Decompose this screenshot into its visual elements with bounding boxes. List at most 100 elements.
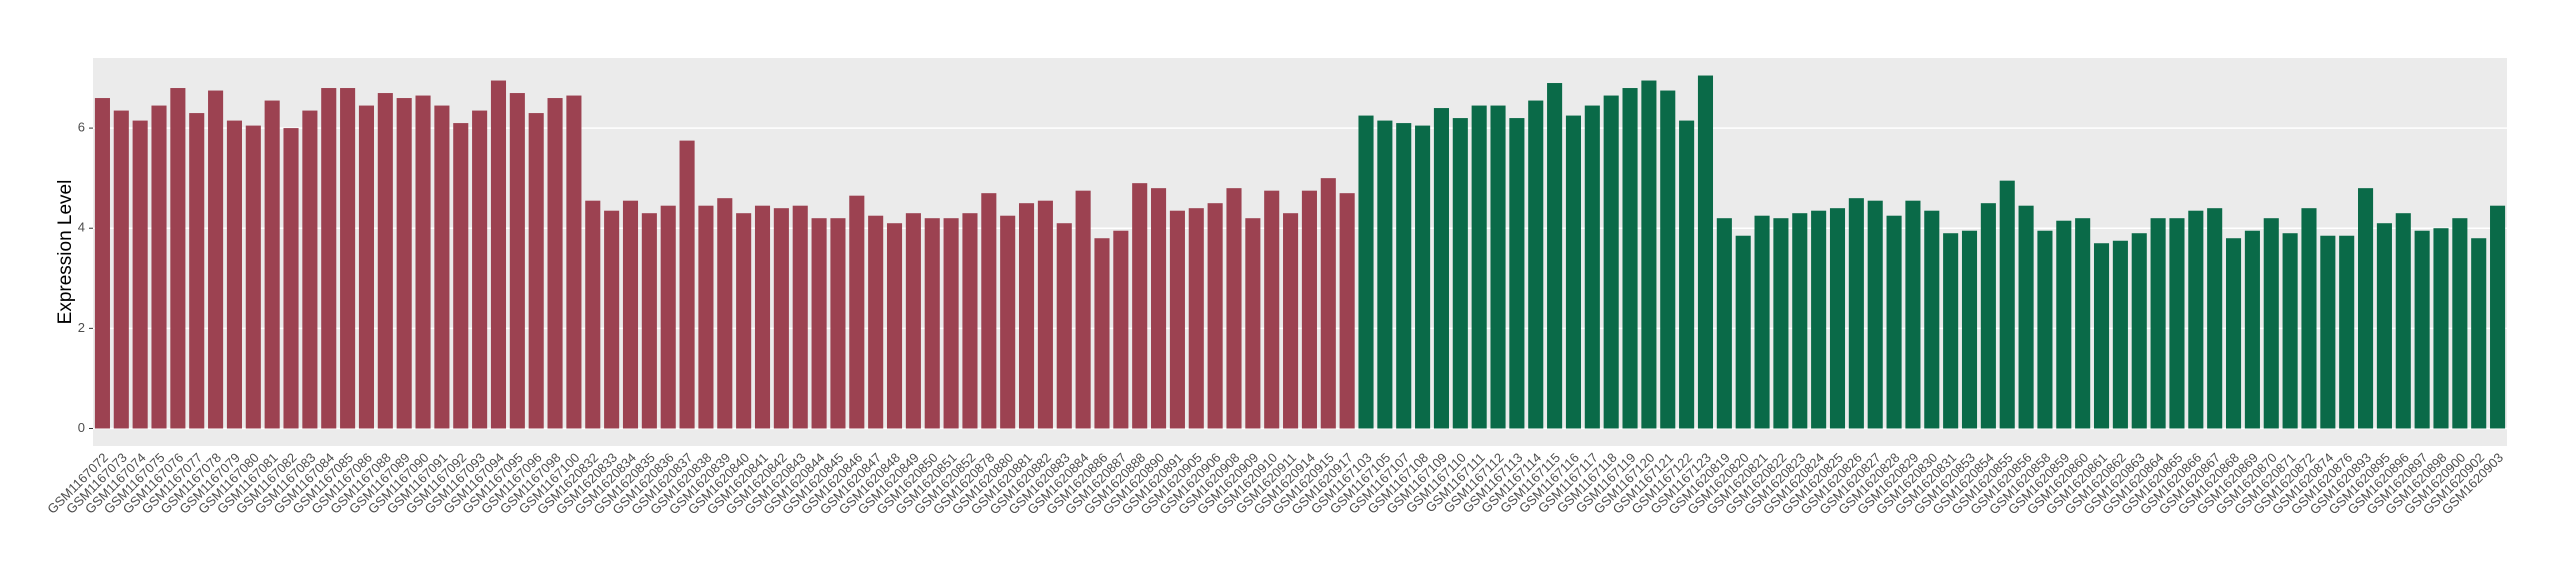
bar — [340, 88, 356, 429]
bar — [1660, 90, 1676, 429]
bar — [132, 120, 148, 429]
bar — [453, 123, 469, 429]
bar — [679, 140, 695, 429]
bar — [1622, 88, 1638, 429]
bar — [1773, 218, 1789, 429]
bar — [1999, 180, 2015, 429]
y-tick-label: 2 — [78, 320, 85, 335]
bar — [434, 105, 450, 429]
bar — [490, 80, 507, 429]
bar — [830, 218, 846, 429]
bar — [905, 213, 921, 429]
bar — [1754, 215, 1770, 429]
bar — [943, 218, 959, 429]
bar — [736, 213, 752, 429]
bar — [773, 208, 789, 429]
bar — [208, 90, 224, 429]
bar — [1358, 115, 1374, 429]
bar — [1452, 118, 1468, 429]
bar — [1151, 188, 1167, 429]
bar — [377, 93, 393, 429]
bar — [2188, 210, 2204, 429]
bar — [1679, 120, 1695, 429]
bar — [2056, 220, 2072, 429]
bar — [811, 218, 827, 429]
bar — [1811, 210, 1827, 429]
bar — [2093, 243, 2110, 429]
bar — [547, 98, 563, 429]
bar — [2282, 233, 2298, 429]
bar — [622, 200, 639, 429]
bar — [189, 113, 205, 429]
bar — [2301, 208, 2317, 429]
bar — [1490, 105, 1506, 429]
bar — [1000, 215, 1016, 429]
bar — [226, 120, 242, 429]
bar — [1471, 105, 1487, 429]
bar — [1283, 213, 1299, 429]
bar — [1037, 200, 1053, 429]
bar — [396, 98, 412, 429]
bar — [1226, 188, 1242, 429]
bar — [1829, 208, 1846, 429]
bar — [1980, 203, 1996, 429]
bar — [1735, 235, 1751, 429]
bar — [962, 213, 978, 429]
y-tick-label: 0 — [78, 420, 85, 435]
bar — [415, 95, 431, 429]
bar — [1056, 223, 1072, 429]
bar — [2395, 213, 2411, 429]
bar — [792, 205, 808, 429]
bar — [2452, 218, 2468, 429]
bar — [1867, 200, 1883, 429]
bar — [1075, 190, 1091, 429]
bar — [1547, 83, 1563, 429]
bar — [981, 193, 997, 429]
bar — [717, 198, 733, 429]
bar — [2263, 218, 2279, 429]
bar — [2225, 238, 2242, 429]
bar — [2490, 205, 2506, 429]
bar — [1396, 123, 1412, 429]
bar — [2037, 230, 2053, 429]
bar — [1565, 115, 1582, 429]
bar — [1697, 75, 1714, 429]
bar — [1377, 120, 1393, 429]
bar — [1339, 193, 1355, 429]
bar — [1886, 215, 1902, 429]
bar — [1188, 208, 1204, 429]
bar — [1169, 210, 1185, 429]
bar — [2244, 230, 2260, 429]
bar — [1132, 183, 1148, 429]
bar — [358, 105, 375, 429]
bar — [1848, 198, 1864, 429]
bar — [2150, 218, 2166, 429]
bar — [1716, 218, 1732, 429]
bar — [2207, 208, 2223, 429]
bar — [2131, 233, 2147, 429]
bar — [2075, 218, 2091, 429]
bar — [113, 110, 129, 429]
bar — [1603, 95, 1619, 429]
bar — [151, 105, 167, 429]
bar — [1961, 230, 1978, 429]
bar — [528, 113, 544, 429]
bar — [660, 205, 676, 429]
bar — [2433, 228, 2449, 429]
bar — [283, 128, 299, 429]
bar — [321, 88, 337, 429]
bar — [2339, 235, 2355, 429]
bar — [1924, 210, 1940, 429]
bar — [1301, 190, 1317, 429]
bar — [1320, 178, 1336, 429]
bar — [472, 110, 488, 429]
bar — [2358, 188, 2374, 429]
bar — [1509, 118, 1525, 429]
bar — [1264, 190, 1280, 429]
bar — [1528, 100, 1544, 429]
bar — [1018, 203, 1035, 429]
bar — [886, 223, 903, 429]
bar — [604, 210, 620, 429]
